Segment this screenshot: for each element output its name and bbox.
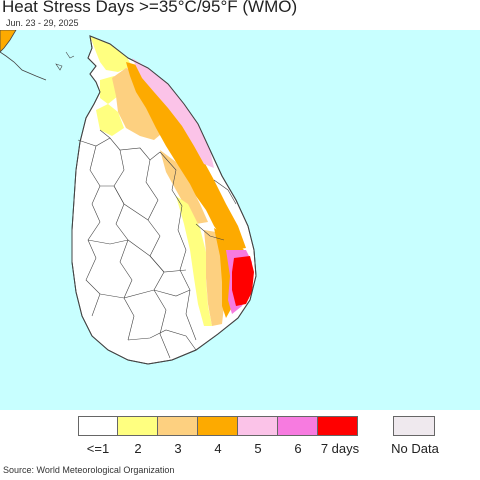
legend-label-1: <=1 — [86, 441, 110, 456]
legend-swatch-6 — [278, 416, 318, 436]
date-range: Jun. 23 - 29, 2025 — [6, 18, 79, 28]
map-title: Heat Stress Days >=35°C/95°F (WMO) — [2, 0, 298, 16]
legend-label-no-data: No Data — [391, 441, 439, 456]
legend-label-5: 5 — [254, 441, 262, 456]
india-coast — [0, 30, 17, 53]
district-boundaries — [77, 129, 237, 359]
source-credit: Source: World Meteorological Organizatio… — [3, 465, 175, 475]
legend-label-6: 6 — [294, 441, 302, 456]
legend-label-2: 2 — [134, 441, 142, 456]
legend-swatch-5 — [238, 416, 278, 436]
legend-swatch-3 — [158, 416, 198, 436]
legend-swatch-7 — [318, 416, 358, 436]
legend-swatch-4 — [198, 416, 238, 436]
heat-stress-map — [0, 30, 480, 410]
legend-label-3: 3 — [174, 441, 182, 456]
legend-label-4: 4 — [214, 441, 222, 456]
legend-label-7: 7 days — [320, 441, 360, 456]
legend-bar — [78, 416, 358, 436]
legend-swatch-no-data — [393, 416, 435, 436]
legend-swatch-1 — [78, 416, 118, 436]
legend-swatch-2 — [118, 416, 158, 436]
